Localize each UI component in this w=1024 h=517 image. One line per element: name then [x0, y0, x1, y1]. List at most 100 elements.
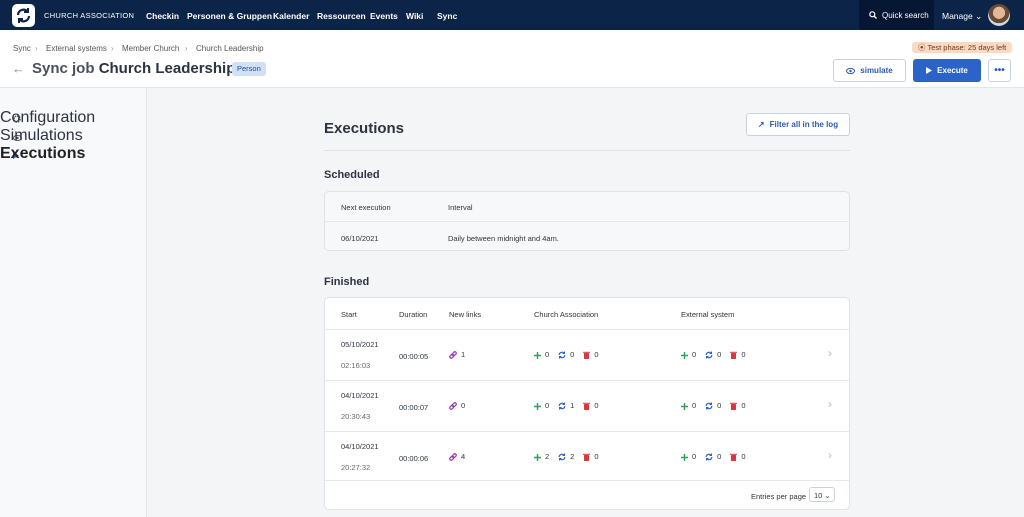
- search-label: Quick search: [882, 11, 929, 20]
- icon: [13, 115, 21, 123]
- scheduled-title: Scheduled: [324, 169, 380, 181]
- filter-label: Filter all in the log: [769, 120, 839, 129]
- icon-upd: [705, 350, 713, 359]
- church-association-counts: 0 0 0: [534, 350, 604, 360]
- nav-item[interactable]: Personen & Gruppen: [187, 11, 273, 21]
- icon: [13, 134, 22, 142]
- sidebar-icon: [13, 110, 21, 128]
- count: 0: [741, 350, 746, 359]
- table-row[interactable]: 04/10/2021 20:30:43 00:00:07 0 0 1 0 0 0 0 ›: [325, 380, 849, 431]
- icon-add: [534, 401, 541, 410]
- trial-text: Test phase: 25 days left: [927, 43, 1007, 52]
- icon: [730, 453, 738, 462]
- simulate-button[interactable]: simulate: [833, 59, 906, 82]
- sidebar-icon: [13, 146, 19, 164]
- title-prefix: Sync job: [32, 60, 95, 77]
- links-count: 4: [461, 452, 466, 461]
- column-header: Start: [341, 310, 357, 319]
- column-header: New links: [449, 310, 482, 319]
- count: 0: [741, 401, 746, 410]
- icon-add: [681, 452, 688, 461]
- icon-add: [681, 401, 688, 410]
- icon: [730, 402, 738, 411]
- execute-button[interactable]: Execute: [913, 59, 981, 82]
- avatar[interactable]: [988, 4, 1010, 26]
- table-row[interactable]: 04/10/2021 20:27:32 00:00:06 4 2 2 0 0 0 0 ›: [325, 431, 849, 482]
- page-title: Sync job Church Leadership: [32, 60, 235, 77]
- icon-upd: [558, 401, 566, 410]
- executions-title: Executions: [324, 120, 405, 137]
- church-association-counts: 2 2 0: [534, 452, 604, 462]
- icon-upd: [705, 401, 713, 410]
- table-row[interactable]: 05/10/2021 02:16:03 00:00:05 1 0 0 0 0 0 0 ›: [325, 329, 849, 380]
- breadcrumb-separator: ›: [185, 44, 188, 53]
- icon: [449, 452, 457, 461]
- icon: [681, 453, 688, 461]
- icon-add: [534, 350, 541, 359]
- count: 1: [570, 401, 575, 410]
- icon: [730, 351, 738, 360]
- icon-del: [583, 350, 591, 360]
- type-tag: Person: [232, 62, 266, 76]
- icon-del: [730, 350, 738, 360]
- simulate-label: simulate: [860, 66, 893, 75]
- count: 0: [594, 350, 599, 359]
- breadcrumb-item[interactable]: Sync: [13, 44, 31, 53]
- breadcrumb-item[interactable]: Member Church: [122, 44, 180, 53]
- icon: [705, 351, 713, 359]
- search[interactable]: Quick search: [859, 0, 934, 30]
- breadcrumb-separator: ›: [111, 44, 114, 53]
- icon: [534, 351, 541, 359]
- start-time: 20:30:43: [341, 412, 371, 421]
- row-chevron: ›: [828, 397, 832, 411]
- row-separator: [325, 221, 849, 222]
- new-links: 0: [449, 401, 470, 410]
- nav-item[interactable]: Sync: [437, 11, 458, 21]
- breadcrumb-item[interactable]: External systems: [46, 44, 107, 53]
- icon-upd: [705, 452, 713, 461]
- sidebar-item[interactable]: Configuration: [0, 109, 96, 126]
- count: 0: [741, 452, 746, 461]
- duration: 00:00:07: [399, 403, 429, 412]
- brand: CHURCH ASSOCIATION: [44, 11, 135, 20]
- logo[interactable]: [12, 4, 35, 27]
- top-nav: CHURCH ASSOCIATION Quick search Manage ⌄…: [0, 0, 1024, 30]
- execute-label: Execute: [937, 66, 968, 75]
- scheduled-table: Next execution Interval 06/10/2021 Daily…: [324, 191, 850, 251]
- links-count: 1: [461, 350, 466, 359]
- nav-item[interactable]: Events: [370, 11, 398, 21]
- column-header: Next execution: [341, 203, 391, 212]
- count: 2: [545, 452, 550, 461]
- icon: [705, 453, 713, 461]
- icon-del: [730, 452, 738, 462]
- nav-item[interactable]: Ressourcen: [317, 11, 366, 21]
- more-button[interactable]: •••: [988, 59, 1011, 82]
- icon-del: [583, 401, 591, 411]
- nav-item[interactable]: Kalender: [273, 11, 310, 21]
- nav-item[interactable]: Checkin: [146, 11, 180, 21]
- icon: [449, 401, 457, 410]
- entries-select[interactable]: 10 ⌄: [809, 487, 835, 502]
- count: 0: [570, 350, 575, 359]
- start-date: 04/10/2021: [341, 391, 379, 400]
- duration: 00:00:06: [399, 454, 429, 463]
- new-links: 4: [449, 452, 470, 461]
- count: 0: [692, 350, 697, 359]
- divider: [324, 150, 850, 151]
- sidebar-item[interactable]: Simulations: [0, 127, 83, 144]
- external-system-counts: 0 0 0: [681, 401, 751, 411]
- nav-item[interactable]: Wiki: [406, 11, 424, 21]
- filter-button[interactable]: ↗ Filter all in the log: [746, 113, 850, 136]
- icon-add: [681, 350, 688, 359]
- back-arrow[interactable]: ←: [12, 61, 25, 76]
- start-time: 20:27:32: [341, 463, 371, 472]
- icon: [583, 453, 591, 462]
- manage[interactable]: Manage ⌄: [942, 11, 983, 21]
- count: 0: [717, 401, 722, 410]
- entries-label: Entries per page: [751, 492, 807, 501]
- icon: [583, 402, 591, 411]
- sidebar-item[interactable]: Executions: [0, 145, 86, 162]
- count: 2: [570, 452, 575, 461]
- icon-del: [583, 452, 591, 462]
